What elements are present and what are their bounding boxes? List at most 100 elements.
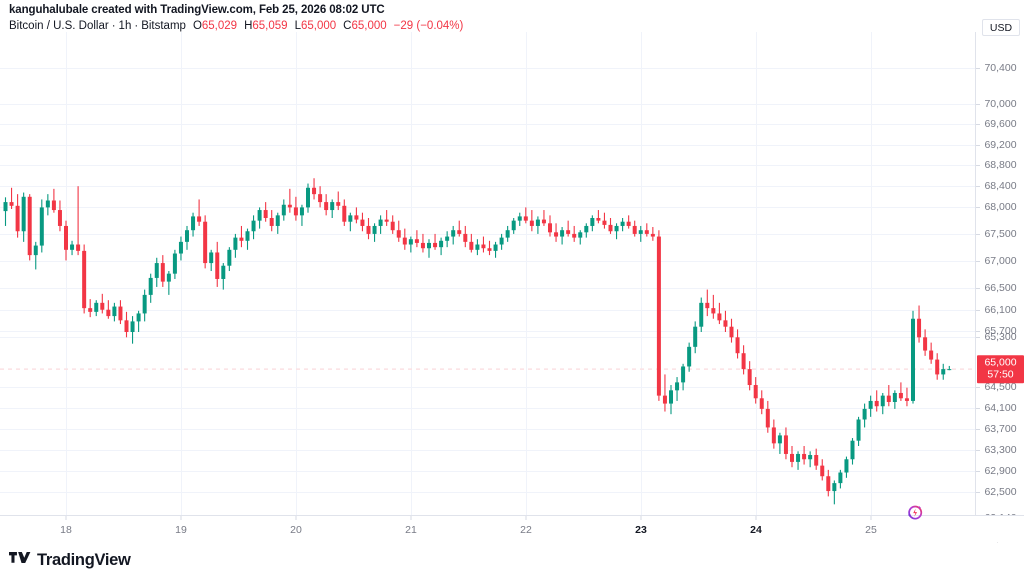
candle-body — [898, 392, 903, 399]
legend-high: H65,059 — [244, 20, 288, 32]
candle-body — [832, 483, 837, 492]
legend-symbol[interactable]: Bitcoin / U.S. Dollar — [9, 20, 109, 32]
candle-body — [554, 232, 559, 237]
candle-body — [862, 408, 867, 420]
candle — [662, 374, 667, 412]
candle — [911, 310, 915, 404]
candle-body — [796, 453, 801, 462]
candle-body — [245, 231, 250, 241]
candle-body — [735, 337, 740, 354]
candle — [257, 207, 262, 229]
price-tick: 70,400 — [976, 62, 1024, 74]
candle-body — [51, 200, 56, 211]
price-tick-label: 69,600 — [984, 118, 1017, 130]
candle — [390, 215, 395, 234]
price-tick-dash — [976, 124, 980, 125]
legend-exchange[interactable]: Bitstamp — [141, 20, 186, 32]
candle — [76, 186, 81, 256]
candle — [923, 329, 928, 356]
candle — [560, 227, 565, 245]
candle-body — [221, 265, 226, 279]
price-tick-dash — [976, 337, 980, 338]
candle-body — [142, 294, 147, 314]
candle-body — [844, 459, 849, 473]
candle-body — [548, 223, 552, 233]
candle-body — [287, 204, 292, 208]
candle — [57, 200, 62, 232]
time-tick-dash — [755, 516, 757, 520]
candle — [584, 223, 589, 238]
candle — [838, 469, 843, 489]
candle-body — [148, 277, 153, 295]
candlestick-plot-area[interactable] — [0, 32, 975, 515]
candle-body — [777, 435, 782, 444]
candle-body — [384, 219, 389, 222]
candle-body — [82, 250, 87, 309]
candle-body — [366, 225, 371, 234]
time-axis[interactable]: 18 19 20 21 22 23 24 25 — [0, 515, 1024, 542]
candle-body — [39, 207, 44, 246]
candle — [566, 220, 571, 237]
candle — [318, 186, 323, 208]
candle — [669, 385, 673, 415]
candle-body — [21, 196, 26, 232]
candle — [693, 321, 698, 354]
candle — [493, 241, 498, 258]
candle — [330, 199, 335, 219]
candle — [51, 188, 56, 213]
candle — [741, 345, 746, 375]
candle-body — [281, 204, 286, 216]
candle-body — [886, 395, 891, 402]
candle — [372, 223, 377, 242]
candle — [578, 230, 583, 245]
candle-body — [535, 219, 540, 226]
price-tick-dash — [976, 450, 980, 451]
candle — [548, 215, 552, 237]
time-tick-label: 23 — [635, 524, 647, 536]
candle — [771, 419, 776, 449]
candle — [880, 392, 885, 415]
legend-interval[interactable]: 1h — [118, 20, 132, 32]
price-axis[interactable]: USD 70,400 70,000 69,600 69,200 68,800 68,400… — [975, 19, 1024, 544]
candle — [185, 225, 189, 250]
price-tick-label: 66,500 — [984, 282, 1017, 294]
price-tick: 66,500 — [976, 282, 1024, 294]
candle — [378, 215, 383, 234]
candle-body — [227, 249, 232, 266]
price-tick-dash — [976, 288, 980, 289]
candle — [675, 377, 680, 401]
candle-body — [233, 237, 238, 250]
candle-body — [729, 326, 734, 338]
price-tick-dash — [976, 207, 980, 208]
candle-body — [191, 216, 196, 231]
candle — [705, 289, 710, 317]
candle-body — [9, 202, 14, 206]
candle — [529, 210, 534, 232]
candle-body — [850, 440, 855, 460]
candle — [572, 225, 577, 242]
candle-body — [481, 244, 486, 249]
candle — [929, 342, 934, 364]
candle — [45, 194, 50, 216]
candle-body — [638, 230, 643, 234]
candle-body — [572, 233, 577, 238]
candle — [82, 244, 87, 314]
candle-body — [723, 320, 728, 327]
candle-body — [330, 202, 335, 211]
candle — [723, 310, 728, 333]
candle — [644, 223, 649, 237]
tradingview-wordmark: TradingView — [37, 550, 131, 569]
footer-branding[interactable]: TradingView — [9, 550, 131, 570]
candle-body — [517, 216, 522, 221]
candle-body — [560, 230, 565, 237]
candle-body — [475, 244, 480, 250]
candle-body — [711, 308, 716, 314]
candle-body — [620, 221, 625, 226]
candle — [656, 230, 661, 401]
price-tick-dash — [976, 165, 980, 166]
candle-body — [705, 302, 710, 309]
candle — [844, 456, 849, 478]
legend-close-label: C — [343, 20, 352, 32]
ai-sparkle-icon[interactable] — [903, 503, 925, 525]
